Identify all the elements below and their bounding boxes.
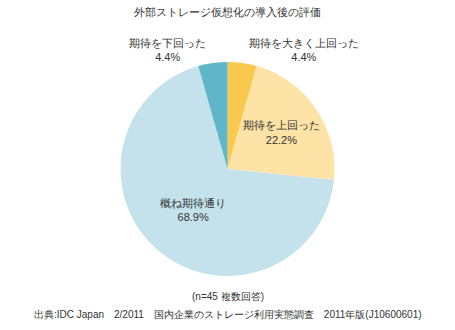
svg-text:期待を下回った4.4%: 期待を下回った4.4% (129, 37, 206, 63)
svg-text:(n=45 複数回答): (n=45 複数回答) (192, 291, 264, 302)
svg-text:期待を大きく上回った4.4%: 期待を大きく上回った4.4% (249, 37, 359, 63)
svg-text:出典:IDC Japan 2/2011 国内企業のストレージ: 出典:IDC Japan 2/2011 国内企業のストレージ利用実態調査 201… (34, 309, 422, 320)
svg-text:概ね期待通り68.9%: 概ね期待通り68.9% (160, 197, 226, 223)
svg-text:外部ストレージ仮想化の導入後の評価: 外部ストレージ仮想化の導入後の評価 (134, 6, 321, 18)
svg-text:期待を上回った22.2%: 期待を上回った22.2% (243, 119, 320, 145)
